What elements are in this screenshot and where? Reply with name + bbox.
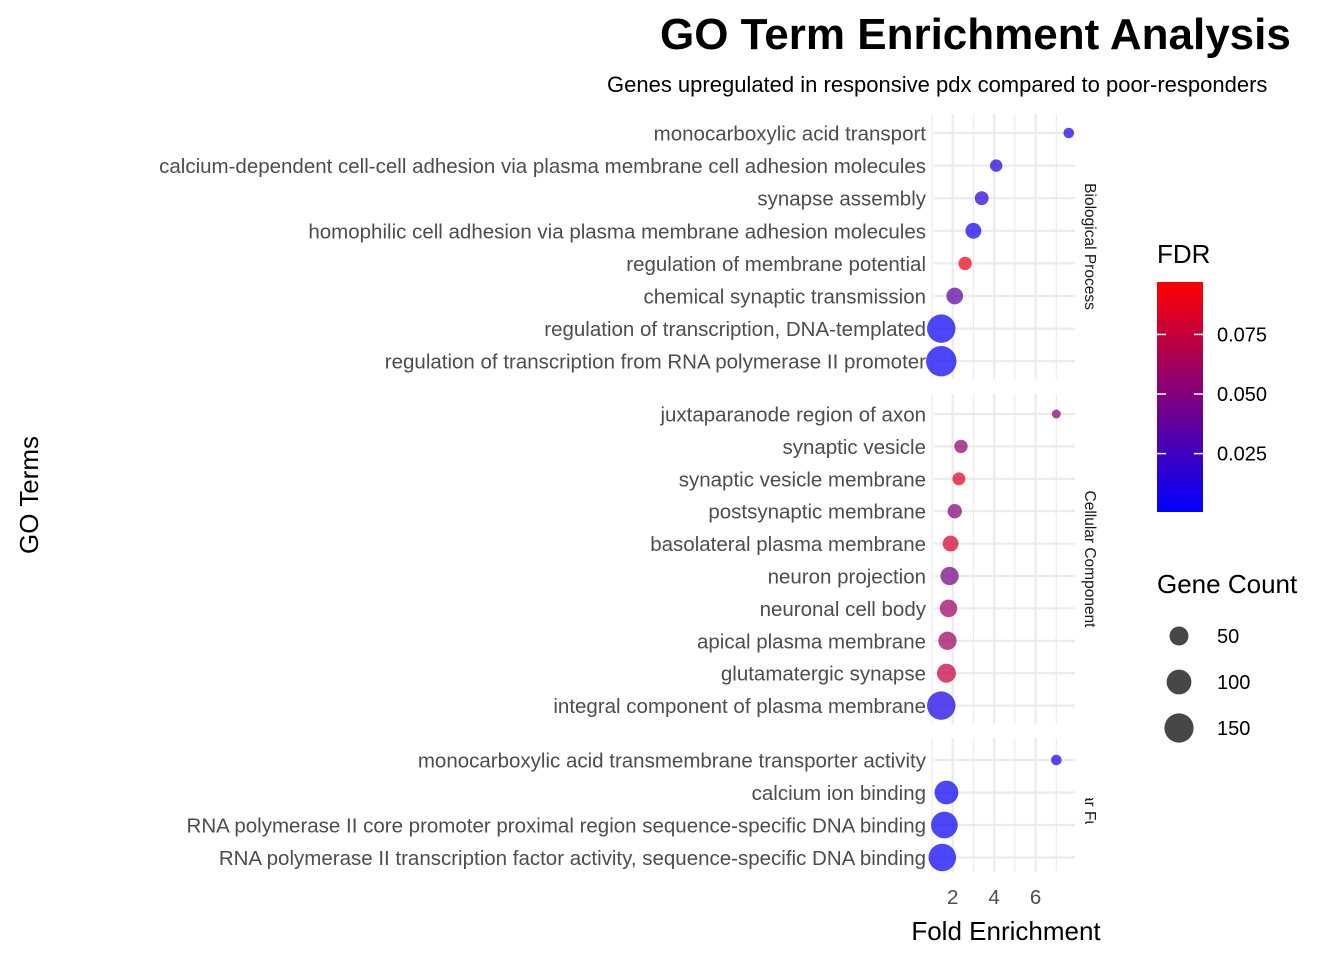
term-label: calcium-dependent cell-cell adhesion via…	[159, 155, 926, 178]
data-point	[938, 631, 957, 650]
data-point	[939, 599, 958, 618]
term-label: integral component of plasma membrane	[553, 695, 926, 718]
data-point	[927, 314, 956, 343]
fdr-tick-label: 0.025	[1217, 444, 1267, 466]
term-label: regulation of transcription, DNA-templat…	[544, 318, 926, 341]
x-axis-label: Fold Enrichment	[911, 916, 1101, 946]
size-legend-circle	[1166, 669, 1192, 695]
data-point	[954, 439, 968, 454]
data-point	[952, 472, 966, 486]
term-label: RNA polymerase II core promoter proximal…	[187, 815, 926, 838]
facet-panel: monocarboxylic acid transmembrane transp…	[187, 738, 1098, 872]
data-point	[946, 287, 964, 305]
data-point	[926, 345, 957, 377]
size-legend-circle	[1169, 626, 1189, 646]
data-point	[931, 811, 958, 839]
term-label: neuronal cell body	[760, 598, 927, 621]
term-label: glutamatergic synapse	[721, 663, 926, 686]
term-label: synaptic vesicle membrane	[679, 468, 926, 491]
facet-panels: monocarboxylic acid transport calcium-dep…	[159, 114, 1098, 872]
x-tick-label: 4	[988, 886, 999, 909]
term-label: synapse assembly	[757, 188, 926, 211]
term-label: synaptic vesicle	[782, 436, 926, 459]
size-legend-label: 150	[1217, 718, 1250, 740]
data-point	[942, 535, 959, 552]
term-label: monocarboxylic acid transmembrane transp…	[418, 750, 927, 773]
data-point	[1051, 409, 1061, 419]
size-legend-title: Gene Count	[1157, 569, 1298, 599]
size-legend-circle	[1164, 713, 1194, 743]
data-point	[990, 159, 1003, 172]
term-label: regulation of transcription from RNA pol…	[385, 351, 926, 374]
term-label: basolateral plasma membrane	[650, 533, 926, 556]
term-label: apical plasma membrane	[697, 630, 926, 653]
size-legend-keys: 50 100 150	[1164, 626, 1250, 743]
term-label: postsynaptic membrane	[708, 501, 926, 524]
term-label: neuron projection	[768, 566, 926, 589]
facet-panel: monocarboxylic acid transport calcium-dep…	[159, 114, 1098, 379]
y-axis-label: GO Terms	[14, 436, 44, 554]
data-point	[934, 780, 959, 805]
data-point	[1051, 754, 1062, 766]
data-point	[940, 566, 959, 586]
data-point	[947, 504, 962, 519]
fdr-legend-title: FDR	[1157, 239, 1210, 269]
size-legend-label: 100	[1217, 672, 1250, 694]
fdr-colorbar	[1157, 282, 1203, 512]
data-point	[965, 222, 982, 239]
fdr-tick-label: 0.075	[1217, 324, 1267, 346]
data-point	[927, 691, 956, 720]
data-point	[1063, 127, 1075, 139]
facet-strip-label: Biological Process	[1081, 183, 1098, 310]
term-label: calcium ion binding	[752, 782, 926, 805]
term-label: regulation of membrane potential	[626, 253, 926, 276]
term-label: monocarboxylic acid transport	[654, 123, 927, 146]
fdr-tick-label: 0.050	[1217, 384, 1267, 406]
chart-subtitle: Genes upregulated in responsive pdx comp…	[607, 72, 1267, 97]
term-label: homophilic cell adhesion via plasma memb…	[308, 220, 926, 243]
data-point	[928, 843, 957, 872]
x-axis: 2 4 6	[947, 886, 1041, 909]
x-tick-label: 2	[947, 886, 958, 909]
data-point	[974, 191, 989, 206]
term-label: RNA polymerase II transcription factor a…	[219, 847, 926, 870]
chart-title: GO Term Enrichment Analysis	[660, 10, 1291, 59]
x-tick-label: 6	[1030, 886, 1041, 909]
legend: FDR 0.025 0.050 0.075 Gene Count 50 100 150	[1157, 239, 1298, 743]
facet-panel: juxtaparanode region of axon synaptic ves…	[553, 394, 1098, 724]
facet-strip-label: Cellular Component	[1081, 491, 1098, 629]
fdr-colorbar-ticks: 0.025 0.050 0.075	[1157, 324, 1267, 466]
term-label: juxtaparanode region of axon	[659, 404, 926, 427]
term-label: chemical synaptic transmission	[643, 286, 926, 309]
facet-strip-label: Molecular Function	[1081, 740, 1098, 871]
data-point	[958, 256, 972, 271]
size-legend-label: 50	[1217, 626, 1239, 648]
data-point	[936, 663, 956, 683]
